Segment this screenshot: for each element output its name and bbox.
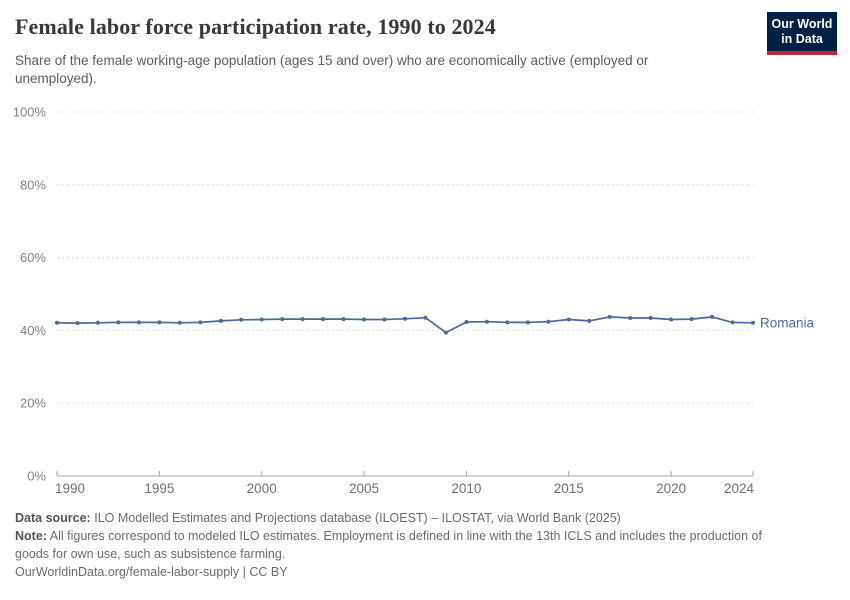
data-point[interactable]: [239, 317, 244, 322]
x-tick-label: 2005: [349, 481, 379, 496]
data-point[interactable]: [546, 319, 551, 324]
data-point[interactable]: [362, 317, 367, 322]
data-point[interactable]: [566, 317, 571, 322]
data-point[interactable]: [157, 320, 162, 325]
y-tick-label: 60%: [20, 250, 46, 265]
data-point[interactable]: [218, 318, 223, 323]
data-point[interactable]: [484, 319, 489, 324]
data-point[interactable]: [628, 316, 633, 320]
entity-label[interactable]: Romania: [760, 315, 815, 330]
data-point[interactable]: [505, 320, 510, 325]
data-source-line: Data source: ILO Modelled Estimates and …: [15, 509, 797, 527]
data-point[interactable]: [443, 330, 448, 335]
data-point[interactable]: [689, 317, 694, 322]
line-chart[interactable]: 0% 20% 40% 60% 80% 100% 1990 1995 2000 2005 2010 20…: [0, 0, 850, 505]
data-point[interactable]: [587, 318, 592, 323]
data-source-label: Data source:: [15, 511, 91, 525]
x-tick-label: 2015: [554, 481, 584, 496]
y-tick-label: 40%: [20, 323, 46, 338]
x-tick-label: 1990: [55, 481, 85, 496]
chart-title: Female labor force participation rate, 1…: [15, 14, 496, 39]
data-point[interactable]: [259, 317, 264, 322]
data-point[interactable]: [116, 320, 121, 325]
data-point[interactable]: [136, 320, 141, 325]
note-text: All figures correspond to modeled ILO es…: [15, 529, 762, 561]
data-point[interactable]: [403, 316, 407, 321]
data-point[interactable]: [730, 320, 735, 325]
owid-logo-line1: Our World: [771, 17, 833, 31]
data-point[interactable]: [198, 320, 203, 325]
y-tick-label: 100%: [13, 105, 47, 120]
data-point[interactable]: [95, 320, 100, 325]
data-point[interactable]: [341, 317, 346, 322]
y-tick-label: 80%: [20, 177, 46, 192]
y-tick-label: 20%: [20, 396, 46, 411]
data-point[interactable]: [423, 315, 428, 320]
x-tick-label: 2024: [724, 481, 755, 496]
note-label: Note:: [15, 529, 47, 543]
data-point[interactable]: [464, 320, 469, 324]
data-point[interactable]: [321, 317, 326, 322]
data-source-text: ILO Modelled Estimates and Projections d…: [94, 511, 621, 525]
x-tick-label: 2020: [656, 481, 686, 496]
data-point[interactable]: [177, 320, 182, 325]
owid-logo[interactable]: Our World in Data: [767, 12, 837, 55]
data-point[interactable]: [525, 320, 530, 325]
data-point[interactable]: [280, 317, 285, 322]
chart-footer: Data source: ILO Modelled Estimates and …: [15, 509, 797, 581]
data-point[interactable]: [300, 317, 305, 322]
x-tick-label: 2000: [247, 481, 277, 496]
data-point[interactable]: [55, 320, 59, 325]
data-point[interactable]: [607, 314, 612, 319]
y-tick-label: 0%: [27, 469, 46, 484]
data-point[interactable]: [710, 314, 715, 319]
data-point[interactable]: [669, 317, 674, 322]
data-point[interactable]: [382, 317, 387, 322]
data-point[interactable]: [75, 321, 80, 326]
note-line: Note: All figures correspond to modeled …: [15, 527, 797, 563]
data-point[interactable]: [648, 316, 653, 320]
license-line[interactable]: OurWorldinData.org/female-labor-supply |…: [15, 565, 288, 579]
data-point[interactable]: [751, 320, 755, 325]
chart-subtitle: Share of the female working-age populati…: [15, 53, 649, 86]
x-tick-label: 2010: [451, 481, 481, 496]
x-tick-label: 1995: [144, 481, 174, 496]
owid-logo-line2: in Data: [781, 32, 823, 46]
